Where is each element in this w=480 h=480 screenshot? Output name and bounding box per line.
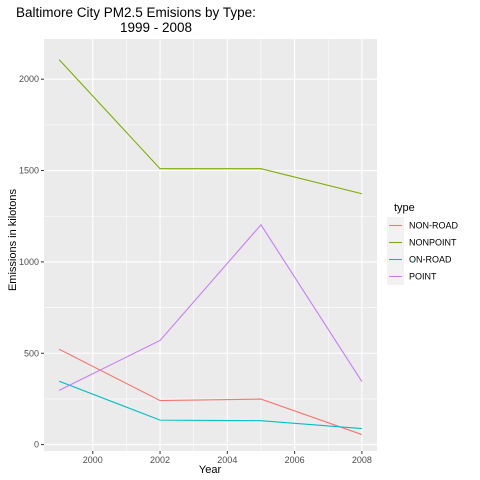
x-tick-label: 2004 bbox=[217, 455, 237, 465]
series-line-non-road bbox=[58, 348, 363, 436]
y-tick-label: 1000 bbox=[19, 257, 39, 267]
x-axis-title: Year bbox=[199, 464, 222, 476]
y-axis-ticks: 0 500 1000 1500 2000 bbox=[19, 74, 44, 450]
chart-title-line-2: 1999 - 2008 bbox=[120, 20, 192, 35]
legend-label-non-road: NON-ROAD bbox=[409, 221, 458, 231]
legend: type NON-ROAD NONPOINT ON-ROAD POINT bbox=[387, 202, 458, 285]
panel-background bbox=[44, 39, 377, 451]
y-axis-title: Emissions in kilotons bbox=[7, 188, 19, 291]
series-line-on-road bbox=[58, 380, 362, 430]
legend-title: type bbox=[394, 202, 415, 214]
chart-title-line-1: Baltimore City PM2.5 Emisions by Type: bbox=[16, 5, 256, 20]
x-tick-label: 2000 bbox=[83, 455, 103, 465]
y-tick-label: 2000 bbox=[19, 74, 39, 84]
legend-label-on-road: ON-ROAD bbox=[409, 255, 452, 265]
x-tick-label: 2006 bbox=[285, 455, 305, 465]
legend-label-point: POINT bbox=[409, 272, 437, 282]
y-tick-label: 1500 bbox=[19, 166, 39, 176]
y-tick-label: 500 bbox=[24, 348, 39, 358]
x-tick-label: 2008 bbox=[352, 455, 372, 465]
x-axis-ticks: 2000 2002 2004 2006 2008 bbox=[83, 451, 372, 465]
legend-items: NON-ROAD NONPOINT ON-ROAD POINT bbox=[387, 217, 458, 285]
series-line-nonpoint bbox=[58, 59, 362, 195]
series-line-point bbox=[58, 223, 363, 391]
plot-panel bbox=[44, 39, 377, 451]
x-tick-label: 2002 bbox=[150, 455, 170, 465]
y-tick-label: 0 bbox=[34, 440, 39, 450]
legend-label-nonpoint: NONPOINT bbox=[409, 238, 457, 248]
